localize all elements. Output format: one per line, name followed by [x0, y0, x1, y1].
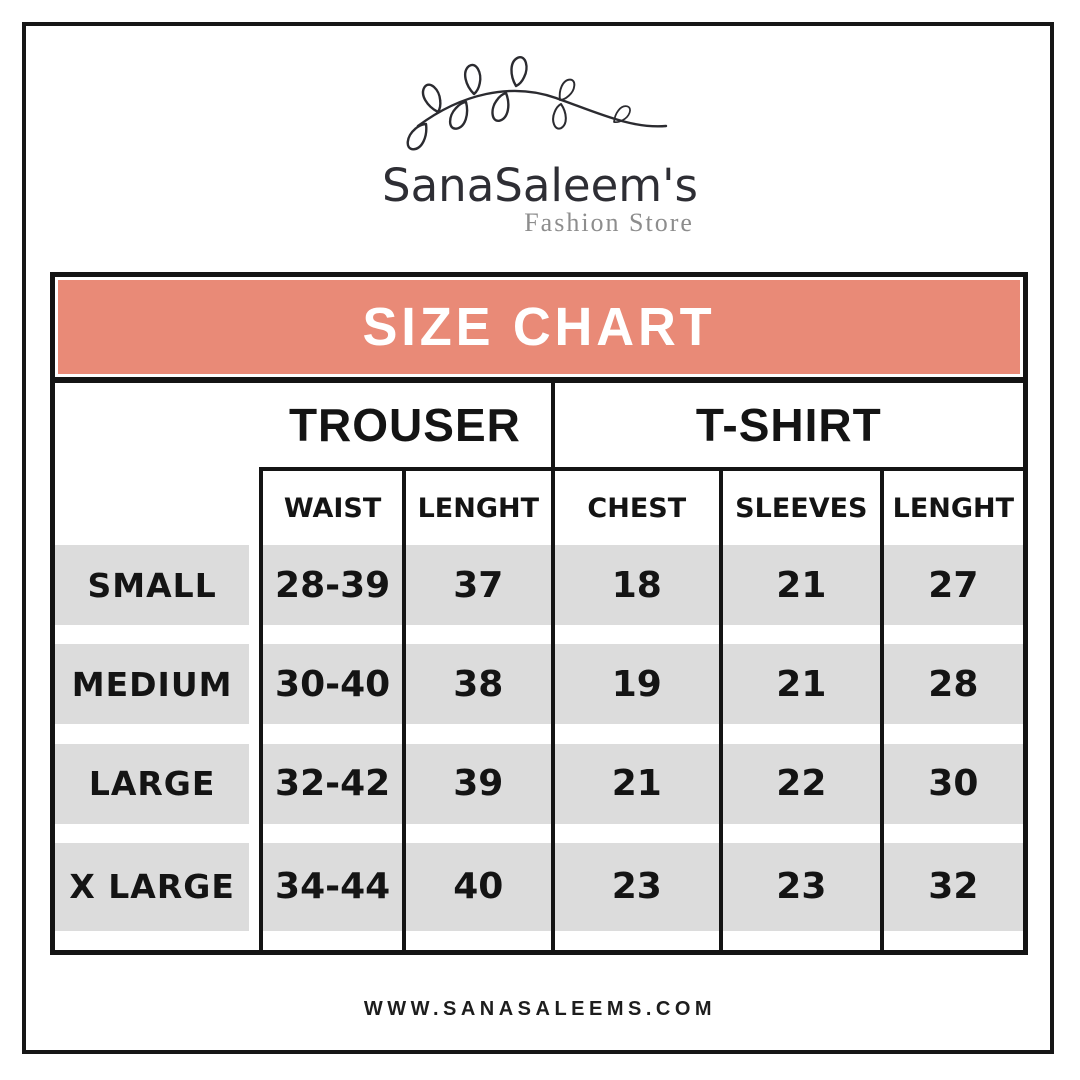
size-chart-banner: SIZE CHART [55, 277, 1023, 383]
column-header-tshirt-lenght: LENGHT [879, 467, 1023, 545]
cell-value: 22 [723, 743, 880, 824]
table-row-large: LARGE 32-42 39 21 22 30 [55, 743, 1023, 843]
cell-value: 39 [406, 743, 551, 824]
cell-value: 30-40 [263, 644, 402, 725]
brand-tagline: Fashion Store [524, 208, 694, 238]
cell-value: 18 [554, 545, 719, 625]
cell-value: 23 [723, 842, 880, 931]
cell-value: 32 [883, 842, 1023, 931]
section-header-tshirt: T-SHIRT [550, 383, 1023, 467]
size-label: SMALL [55, 545, 250, 625]
cell-value: 28 [883, 644, 1023, 725]
cell-value: 37 [406, 545, 551, 625]
size-chart-table: SIZE CHART TROUSER T-SHIRT WAIST LENGHT … [50, 272, 1028, 955]
leaf-branch-icon [406, 56, 668, 151]
cell-value: 21 [723, 545, 880, 625]
section-header-row: TROUSER T-SHIRT [55, 383, 1023, 467]
cell-value: 40 [406, 842, 551, 931]
cell-value: 32-42 [263, 743, 402, 824]
table-row-xlarge: X LARGE 34-44 40 23 23 32 [55, 842, 1023, 950]
cell-value: 21 [723, 644, 880, 725]
column-header-row: WAIST LENGHT CHEST SLEEVES LENGHT [55, 467, 1023, 545]
brand-name: SanaSaleem's [382, 159, 698, 212]
size-label: X LARGE [55, 842, 250, 931]
cell-value: 38 [406, 644, 551, 725]
cell-value: 28-39 [263, 545, 402, 625]
brand-logo: SanaSaleem's Fashion Store [0, 42, 1080, 238]
column-header-chest: CHEST [550, 467, 719, 545]
size-label: LARGE [55, 743, 250, 824]
cell-value: 21 [554, 743, 719, 824]
empty-corner-cell [55, 467, 259, 545]
cell-value: 23 [554, 842, 719, 931]
column-header-waist: WAIST [259, 467, 402, 545]
column-header-trouser-lenght: LENGHT [402, 467, 551, 545]
column-header-sleeves: SLEEVES [719, 467, 880, 545]
table-row-medium: MEDIUM 30-40 38 19 21 28 [55, 644, 1023, 744]
cell-value: 27 [883, 545, 1023, 625]
cell-value: 19 [554, 644, 719, 725]
table-row-small: SMALL 28-39 37 18 21 27 [55, 545, 1023, 645]
cell-value: 30 [883, 743, 1023, 824]
cell-value: 34-44 [263, 842, 402, 931]
page-title: SIZE CHART [362, 297, 716, 357]
empty-corner-cell [55, 383, 259, 467]
website-footer: WWW.SANASALEEMS.COM [363, 998, 717, 1020]
section-header-trouser: TROUSER [288, 399, 521, 451]
size-label: MEDIUM [55, 644, 250, 725]
